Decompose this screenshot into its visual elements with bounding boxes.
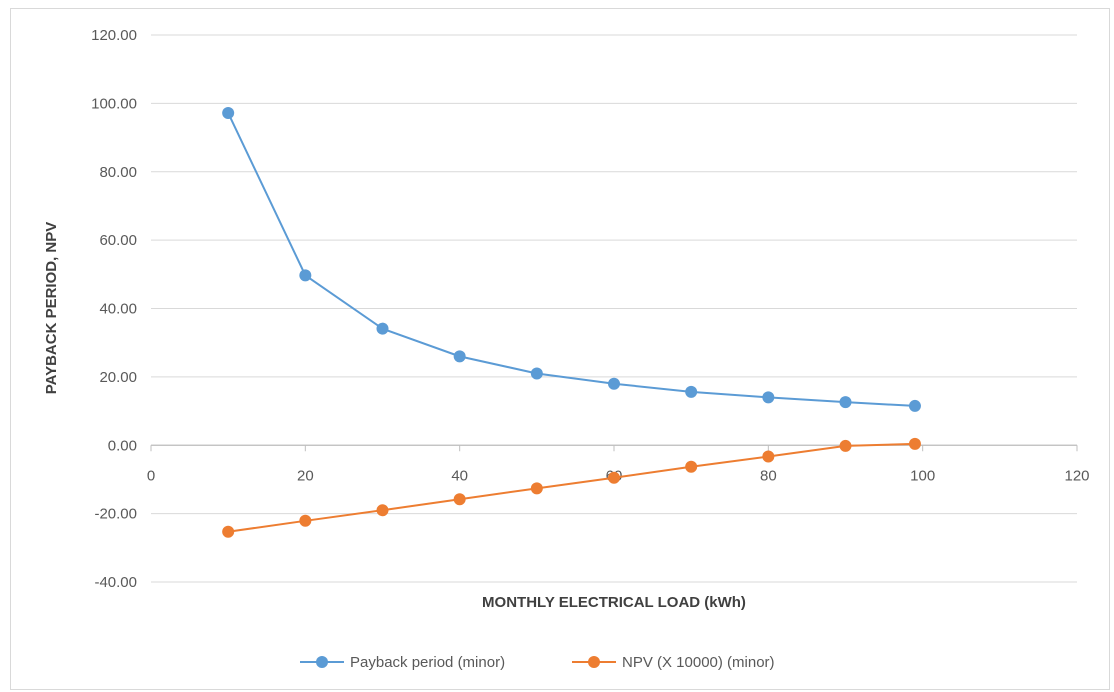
legend-marker	[588, 656, 600, 668]
x-tick-label: 100	[910, 467, 935, 484]
x-tick-label: 20	[297, 467, 314, 484]
y-tick-label: 120.00	[91, 27, 137, 44]
data-point	[453, 350, 466, 363]
y-tick-label: 20.00	[99, 369, 137, 386]
data-point	[299, 269, 312, 282]
data-point	[222, 106, 235, 119]
y-tick-label: -20.00	[94, 506, 137, 523]
y-tick-label: 40.00	[99, 301, 137, 318]
data-point	[376, 322, 389, 335]
data-point	[376, 504, 389, 517]
x-tick-label: 120	[1064, 467, 1089, 484]
x-tick-label: 0	[147, 467, 155, 484]
x-axis-title: MONTHLY ELECTRICAL LOAD (kWh)	[482, 594, 746, 611]
y-axis-ticks: -40.00 -20.00 0.00 20.00 40.00 60.00 80.00 100.…	[91, 27, 137, 591]
y-tick-label: 80.00	[99, 164, 137, 181]
y-tick-label: 60.00	[99, 232, 137, 249]
data-point	[222, 525, 235, 538]
data-point	[839, 396, 852, 409]
data-point	[762, 391, 775, 404]
y-axis-title: PAYBACK PERIOD, NPV	[43, 222, 60, 395]
y-tick-label: 100.00	[91, 95, 137, 112]
legend-item: Payback period (minor)	[300, 654, 505, 671]
data-point	[685, 460, 698, 473]
x-tick-label: 80	[760, 467, 777, 484]
data-point	[908, 399, 921, 412]
legend: Payback period (minor) NPV (X 10000) (min…	[300, 654, 775, 671]
chart-frame	[10, 8, 1110, 690]
data-point	[530, 482, 543, 495]
x-tick-label: 40	[451, 467, 468, 484]
legend-item: NPV (X 10000) (minor)	[572, 654, 775, 671]
data-point	[908, 437, 921, 450]
data-point	[453, 493, 466, 506]
legend-label: Payback period (minor)	[350, 654, 505, 671]
series-0	[222, 106, 921, 412]
x-axis	[150, 444, 1078, 452]
data-point	[762, 450, 775, 463]
y-tick-label: -40.00	[94, 574, 137, 591]
data-point	[530, 367, 543, 380]
data-point	[608, 377, 620, 390]
data-point	[299, 514, 312, 527]
legend-marker	[316, 656, 328, 668]
data-point	[839, 439, 852, 452]
gridlines	[151, 34, 1077, 583]
data-point	[685, 385, 698, 398]
y-tick-label: 0.00	[108, 437, 137, 454]
series-line	[227, 112, 916, 407]
data-point	[608, 471, 620, 484]
series-layer	[222, 106, 921, 538]
series-1	[222, 437, 921, 538]
series-line	[228, 442, 915, 533]
legend-label: NPV (X 10000) (minor)	[622, 654, 775, 671]
